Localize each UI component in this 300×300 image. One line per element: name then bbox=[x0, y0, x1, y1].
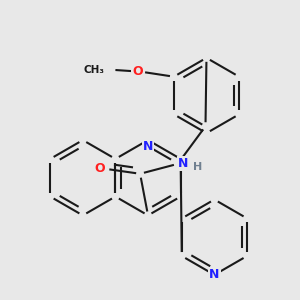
Text: N: N bbox=[143, 140, 153, 153]
Text: O: O bbox=[94, 162, 105, 175]
Text: H: H bbox=[193, 162, 203, 172]
Text: N: N bbox=[209, 268, 220, 281]
Text: CH₃: CH₃ bbox=[83, 65, 104, 75]
Text: O: O bbox=[132, 65, 143, 78]
Text: N: N bbox=[178, 158, 188, 170]
